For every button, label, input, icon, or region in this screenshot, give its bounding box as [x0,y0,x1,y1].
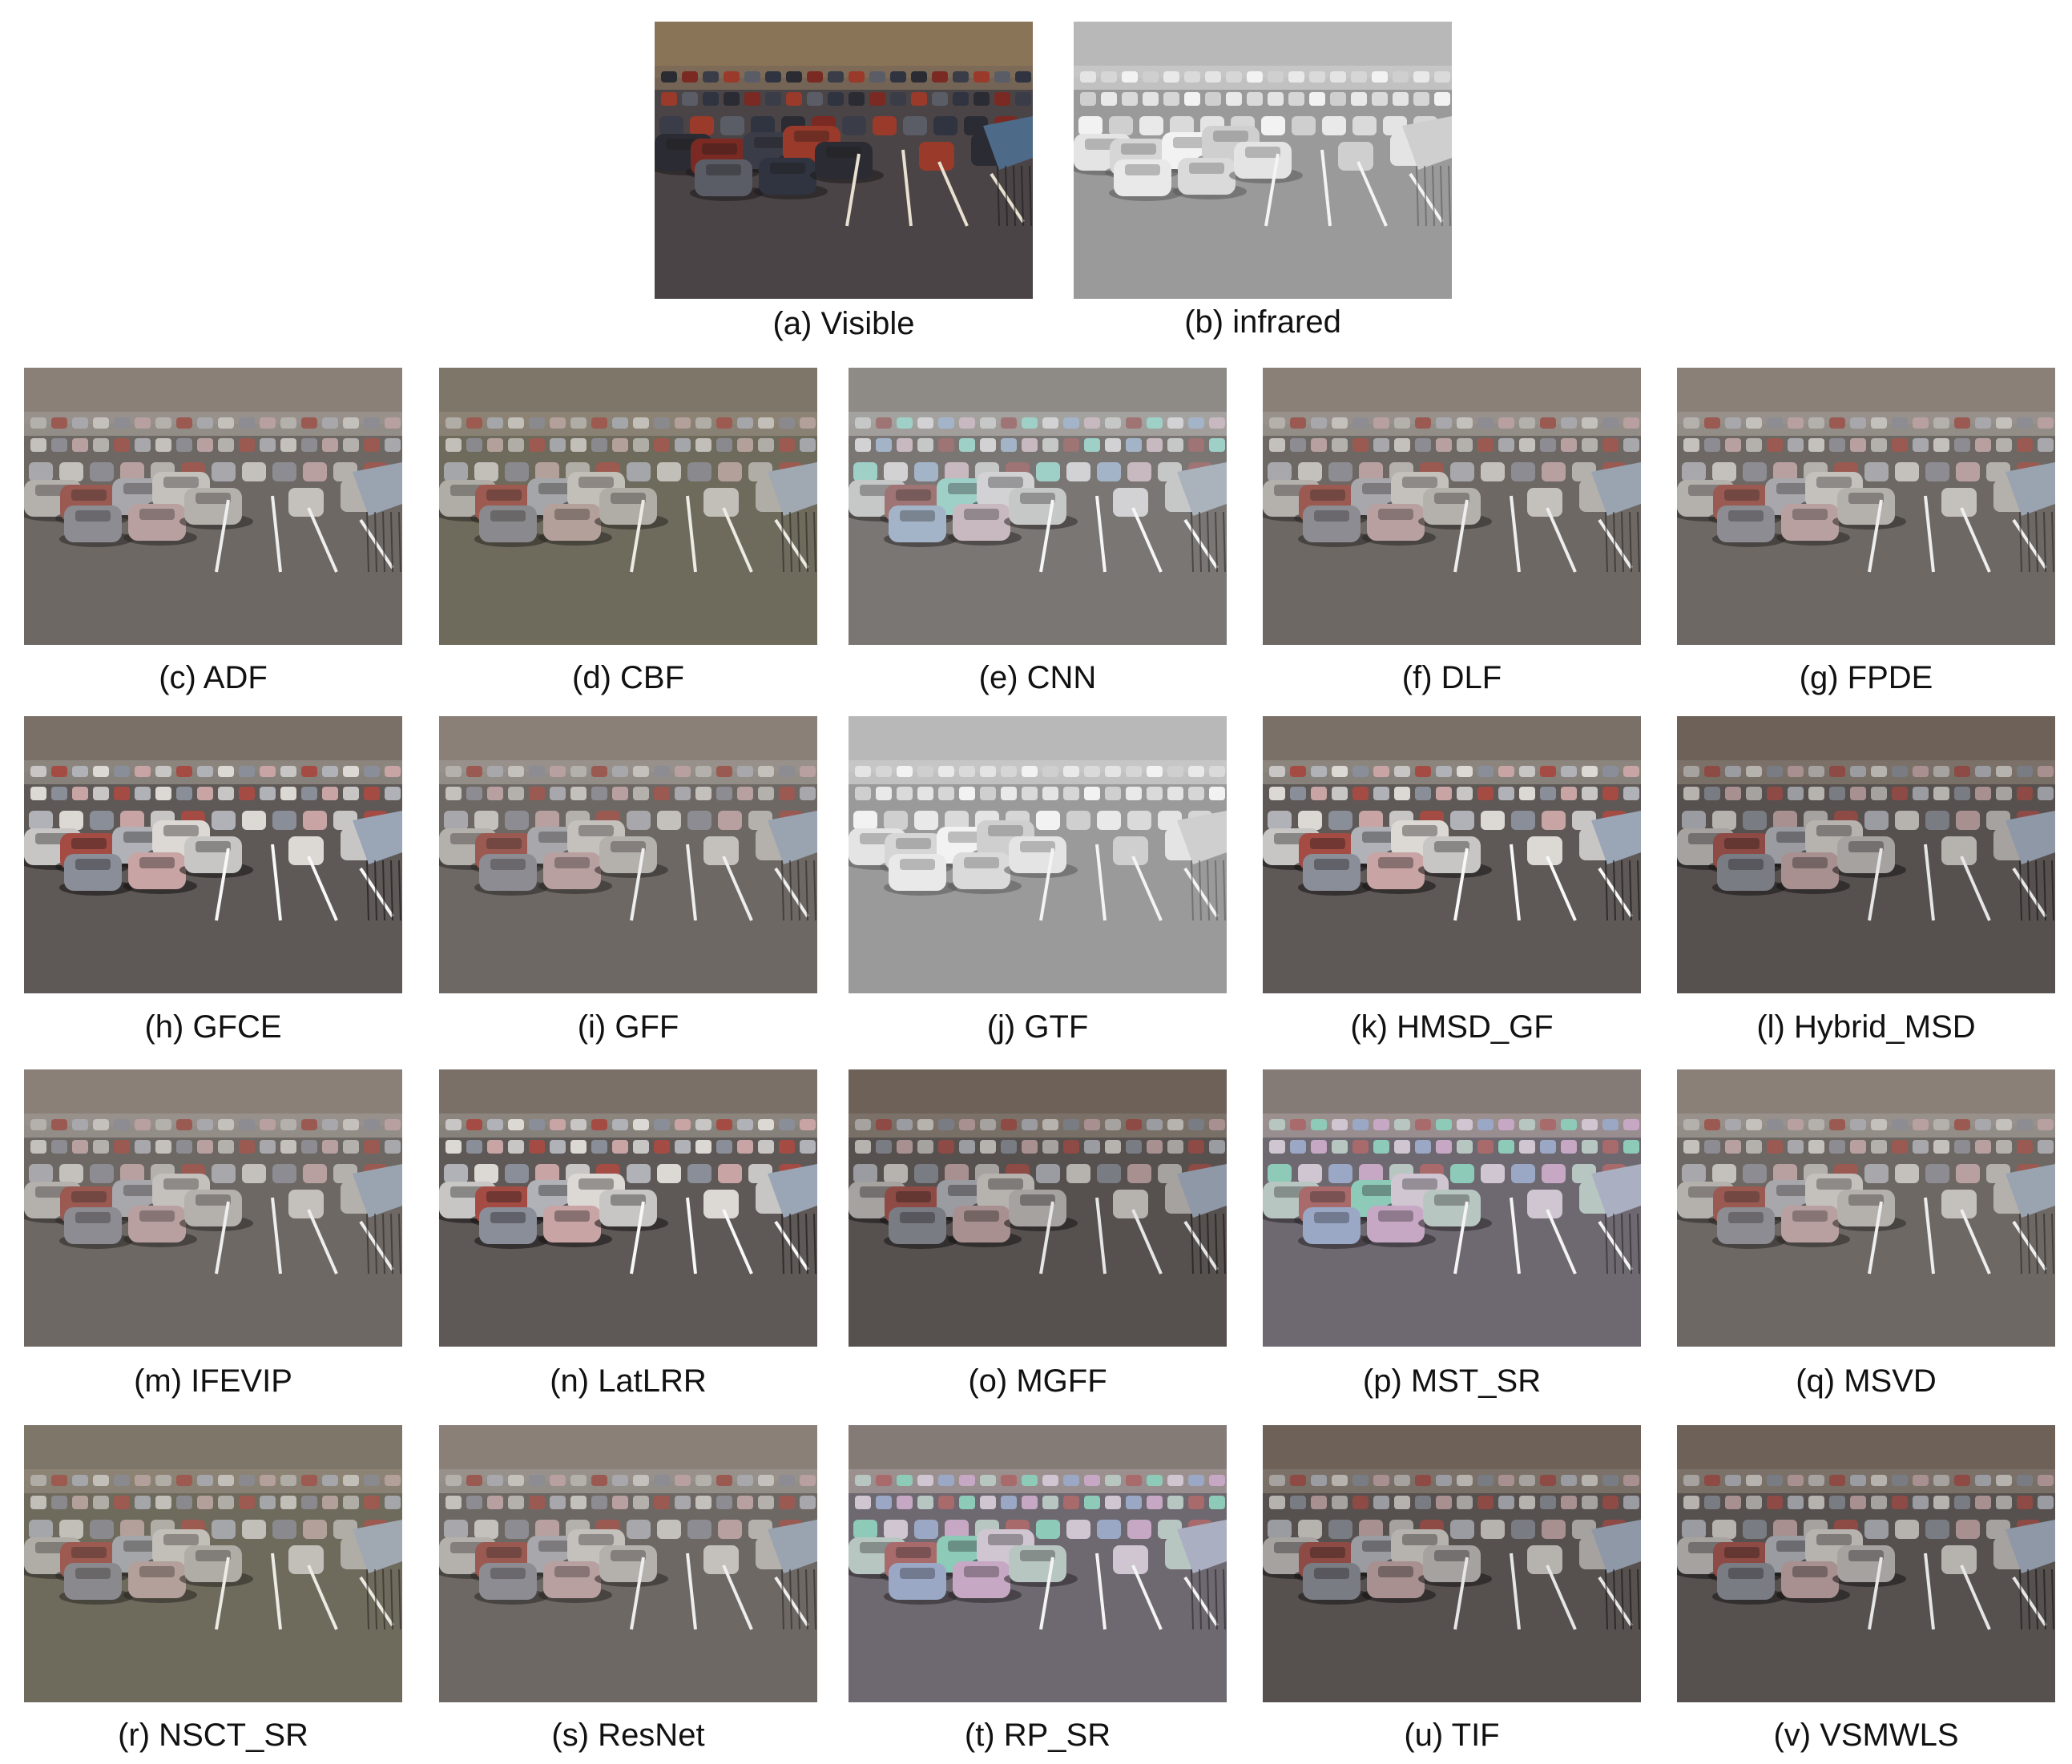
parking-lot-scene [1263,1425,1641,1702]
panel-image [849,1425,1227,1702]
panel-caption: (r) NSCT_SR [118,1718,308,1753]
parking-lot-scene [439,1069,817,1347]
panel-image [1677,1069,2055,1347]
parking-lot-scene [1263,716,1641,993]
parking-lot-scene [1677,368,2055,645]
panel-caption: (k) HMSD_GF [1350,1009,1554,1045]
parking-lot-scene [849,1069,1227,1347]
panel-caption: (t) RP_SR [964,1718,1111,1753]
panel-caption: (j) GTF [986,1009,1089,1045]
parking-lot-scene [1263,368,1641,645]
panel-caption: (n) LatLRR [550,1363,707,1399]
panel-image [1677,368,2055,645]
panel-caption: (b) infrared [1184,304,1341,340]
panel-caption: (c) ADF [159,660,268,695]
panel-image [849,1069,1227,1347]
parking-lot-scene [849,1425,1227,1702]
parking-lot-scene [849,716,1227,993]
panel-caption: (o) MGFF [968,1363,1107,1399]
parking-lot-scene [655,22,1033,299]
parking-lot-scene [24,1069,402,1347]
panel-image [1677,716,2055,993]
panel-caption: (i) GFF [577,1009,679,1045]
panel-image [849,368,1227,645]
panel-image [1263,1425,1641,1702]
panel-image [24,716,402,993]
panel-image [24,368,402,645]
panel-image [1263,716,1641,993]
panel-caption: (q) MSVD [1796,1363,1937,1399]
panel-image [655,22,1033,299]
panel-caption: (s) ResNet [551,1718,705,1753]
parking-lot-scene [849,368,1227,645]
parking-lot-scene [1677,716,2055,993]
parking-lot-scene [439,368,817,645]
panel-caption: (u) TIF [1404,1718,1500,1753]
parking-lot-scene [439,1425,817,1702]
panel-image [439,368,817,645]
panel-caption: (g) FPDE [1799,660,1933,695]
panel-caption: (f) DLF [1401,660,1502,695]
panel-image [1677,1425,2055,1702]
panel-image [1074,22,1452,299]
panel-caption: (l) Hybrid_MSD [1756,1009,1976,1045]
panel-image [439,1425,817,1702]
panel-caption: (v) VSMWLS [1773,1718,1959,1753]
panel-image [849,716,1227,993]
parking-lot-scene [439,716,817,993]
parking-lot-scene [1677,1425,2055,1702]
panel-image [439,716,817,993]
parking-lot-scene [1074,22,1452,299]
parking-lot-scene [24,1425,402,1702]
panel-image [24,1425,402,1702]
parking-lot-scene [1677,1069,2055,1347]
panel-caption: (a) Visible [772,306,915,341]
panel-caption: (e) CNN [978,660,1097,695]
panel-caption: (h) GFCE [144,1009,282,1045]
panel-image [24,1069,402,1347]
parking-lot-scene [24,368,402,645]
panel-caption: (p) MST_SR [1362,1363,1542,1399]
panel-caption: (m) IFEVIP [134,1363,292,1399]
panel-image [1263,1069,1641,1347]
panel-caption: (d) CBF [572,660,684,695]
panel-image [439,1069,817,1347]
parking-lot-scene [24,716,402,993]
panel-image [1263,368,1641,645]
parking-lot-scene [1263,1069,1641,1347]
